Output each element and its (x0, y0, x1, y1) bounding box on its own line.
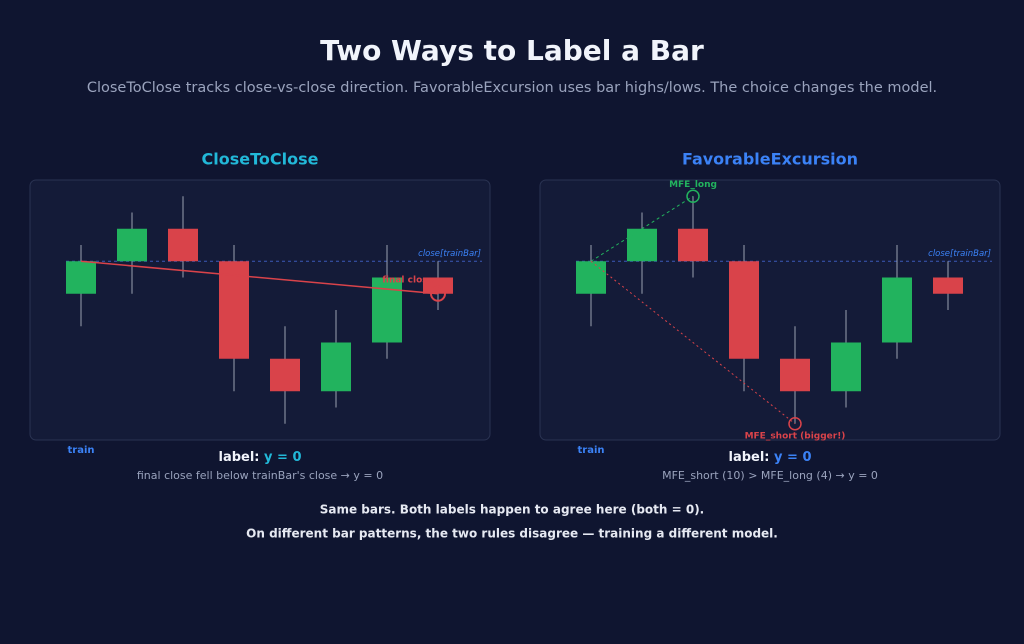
candle-body (372, 277, 402, 343)
annotation: MFE_short (bigger!) (745, 431, 846, 441)
panel (539, 179, 1001, 441)
candle-body (627, 228, 657, 262)
annotation: MFE_long (669, 180, 717, 190)
panel-title: FavorableExcursion (682, 150, 858, 169)
label-key: label: (218, 450, 259, 465)
annotation: final close (382, 275, 433, 285)
train-label: train (577, 445, 604, 456)
mfe-short-marker (788, 417, 802, 431)
panel-note: final close fell below trainBar's close … (137, 469, 383, 482)
candle-body (831, 342, 861, 392)
panel-title: CloseToClose (202, 150, 319, 169)
final-close-marker (430, 285, 446, 302)
candle-body (882, 277, 912, 343)
compare-line (80, 260, 439, 295)
candle-body (678, 228, 708, 262)
train-label: train (67, 445, 94, 456)
candle-body (321, 342, 351, 392)
panel (29, 179, 491, 441)
candle-body (66, 261, 96, 294)
panel-note: MFE_short (10) > MFE_long (4) → y = 0 (662, 469, 878, 482)
candle-body (270, 358, 300, 392)
footer-line: On different bar patterns, the two rules… (246, 527, 778, 541)
candle-body (729, 261, 759, 359)
candle-body (423, 277, 453, 294)
candle-body (219, 261, 249, 359)
candle-body (117, 228, 147, 262)
candle-body (933, 277, 963, 294)
label-value: y = 0 (264, 450, 301, 465)
result-label: label: y = 0 (728, 450, 811, 465)
reference-label: close[trainBar] (418, 249, 481, 259)
result-label: label: y = 0 (218, 450, 301, 465)
label-key: label: (728, 450, 769, 465)
title: Two Ways to Label a Bar (320, 34, 704, 67)
footer-line: Same bars. Both labels happen to agree h… (320, 503, 704, 517)
mfe-short-line (590, 260, 796, 425)
label-value: y = 0 (774, 450, 811, 465)
mfe-long-line (590, 195, 694, 262)
mfe-long-marker (686, 189, 700, 203)
candle-body (168, 228, 198, 262)
reference-label: close[trainBar] (928, 249, 991, 259)
candle-body (576, 261, 606, 294)
subtitle: CloseToClose tracks close-vs-close direc… (87, 80, 937, 96)
candle-body (780, 358, 810, 392)
